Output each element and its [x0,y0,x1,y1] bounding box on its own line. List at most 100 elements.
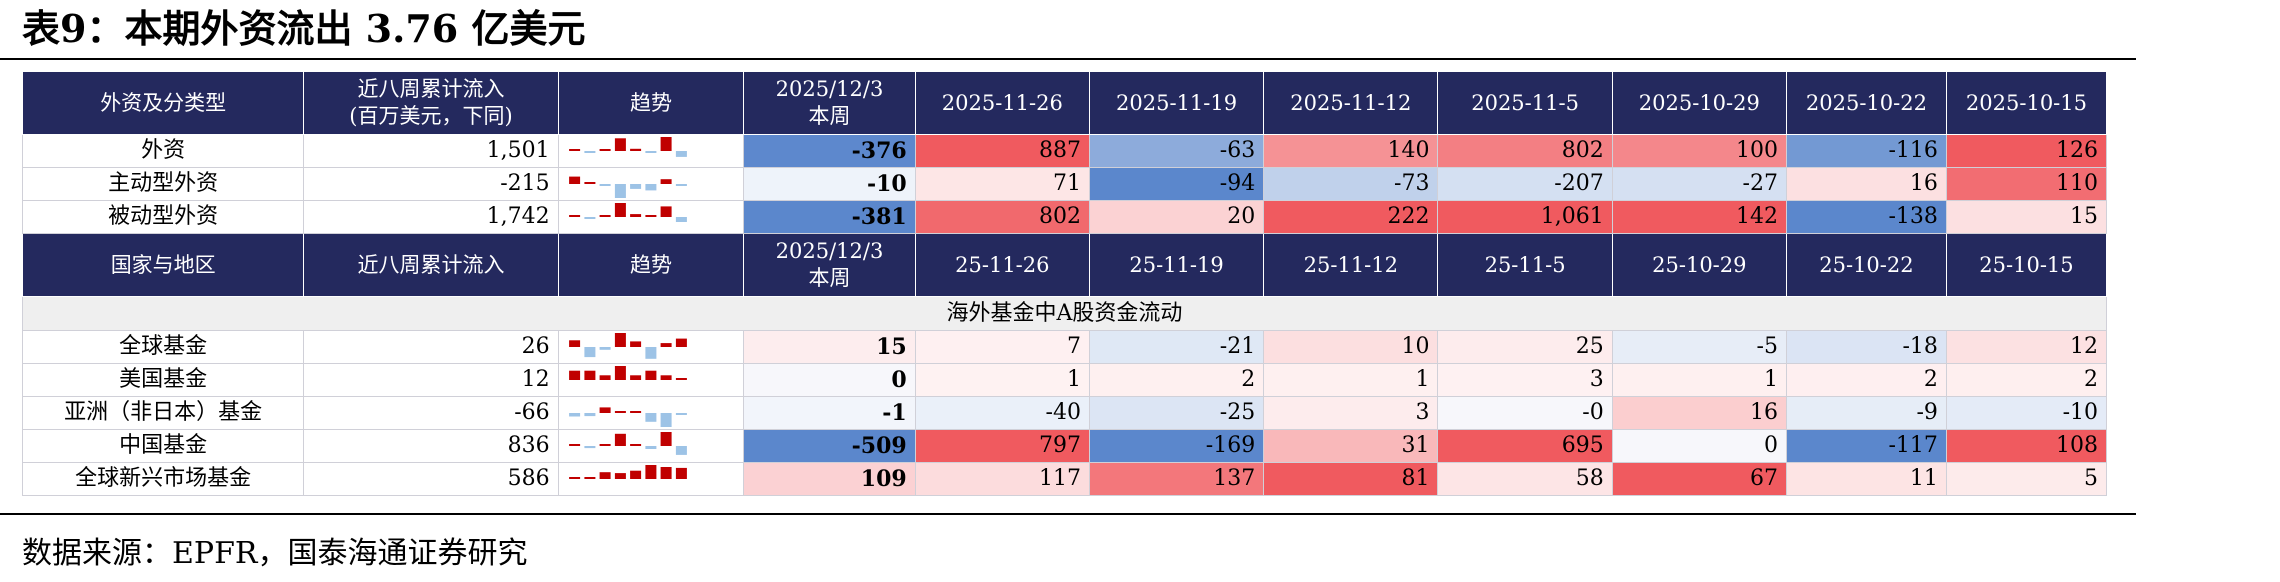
column-header-text: 25-10-15 [1979,252,2074,277]
weekly-value: 110 [1945,167,2108,201]
weekly-value: 2 [1945,363,2108,397]
column-header-text: 趋势 [629,252,672,277]
trend-bar [568,149,580,151]
trend-bar [629,214,641,217]
trend-bar [675,151,687,157]
weekly-value: 7 [914,330,1090,364]
column-header: 2025/12/3 本周 [743,71,916,135]
weekly-value: 695 [1437,429,1613,463]
weekly-value: 887 [914,134,1090,168]
column-header-text: 2025-10-15 [1965,90,2087,115]
weekly-value: 16 [1611,396,1787,430]
fund-flow-table: 外资及分类型 近八周累计流入 (百万美元，下同) 趋势 2025/12/3 本周 2025-… [21,71,2108,496]
trend-bar [629,470,641,479]
weekly-value: 0 [1611,429,1787,463]
column-header: 2025-11-19 [1088,71,1265,135]
weekly-value: 108 [1945,429,2108,463]
weekly-value: 126 [1945,134,2108,168]
weekly-value: 25 [1437,330,1613,364]
trend-bar [675,217,687,222]
trend-bar [629,444,641,446]
weekly-value: -0 [1437,396,1613,430]
column-header-text: 25-11-19 [1129,252,1224,277]
cumulative-inflow: -215 [303,167,559,201]
cumulative-inflow: 1,742 [303,200,559,234]
column-header-text: 近八周累计流入 [357,77,505,101]
trend-bar [660,137,672,151]
trend-bar [614,333,626,347]
weekly-value: 67 [1611,462,1787,496]
trend-bar [599,444,611,446]
trend-sparkline [568,432,687,455]
column-header-text: 2025/12/3 [775,77,884,101]
trend-bar [584,370,596,380]
current-week-value: 15 [743,330,916,364]
weekly-value: -40 [914,396,1090,430]
trend-cell [557,330,745,364]
trend-bar [645,215,657,217]
row-label: 外资 [21,134,305,168]
top-rule [0,58,2136,60]
weekly-value: 12 [1945,330,2108,364]
trend-bar [614,433,626,446]
cumulative-inflow: 1,501 [303,134,559,168]
trend-bar [568,340,580,347]
column-header-text: 2025/12/3 [775,239,884,263]
trend-sparkline [568,137,687,157]
column-header-text: 25-11-12 [1303,252,1398,277]
weekly-value: 802 [914,200,1090,234]
column-header-text: 本周 [808,104,851,128]
weekly-value: -18 [1785,330,1947,364]
weekly-value: -207 [1437,167,1613,201]
column-header-text: 25-11-5 [1484,252,1566,277]
column-header: 25-11-26 [914,233,1090,297]
weekly-value: 1 [914,363,1090,397]
trend-cell [557,429,745,463]
trend-bar [584,151,596,153]
column-header-text: 本周 [808,266,851,290]
weekly-value: 2 [1088,363,1265,397]
weekly-value: 797 [914,429,1090,463]
trend-bar [675,338,687,347]
trend-sparkline [568,203,687,222]
weekly-value: 1,061 [1437,200,1613,234]
table-row: 主动型外资 -215 -10 71 -94 -73 -207 -27 16 110 [21,167,2108,201]
weekly-value: 117 [914,462,1090,496]
trend-bar [675,467,687,479]
current-week-value: -10 [743,167,916,201]
trend-bar [599,347,611,350]
row-label: 主动型外资 [21,167,305,201]
trend-bar [675,413,687,415]
trend-bar [614,411,626,413]
table-row: 全球新兴市场基金 586 109 117 137 81 58 67 11 5 [21,462,2108,496]
weekly-value: 58 [1437,462,1613,496]
column-header-text: 2025-11-5 [1471,90,1579,115]
trend-bar [660,432,672,446]
trend-sparkline [568,333,687,359]
header-row: 国家与地区 近八周累计流入 趋势 2025/12/3 本周 25-11-26 25-11-1… [21,233,2108,297]
cumulative-inflow: 26 [303,330,559,364]
row-label: 全球基金 [21,330,305,364]
column-header: 趋势 [557,71,745,135]
trend-bar [599,149,611,151]
trend-bar [614,473,626,479]
group-label: 海外基金中A股资金流动 [22,296,2107,331]
weekly-value: 802 [1437,134,1613,168]
table-row: 亚洲（非日本）基金 -66 -1 -40 -25 3 -0 16 -9 -10 [21,396,2108,430]
trend-bar [584,217,596,219]
column-header-text: 2025-10-29 [1638,90,1760,115]
trend-bar [614,203,626,217]
weekly-value: -27 [1611,167,1787,201]
trend-cell [557,396,745,430]
column-header-text: 2025-11-12 [1290,90,1412,115]
weekly-value: 3 [1437,363,1613,397]
trend-sparkline [568,366,687,380]
table-row: 美国基金 12 0 1 2 1 3 1 2 2 [21,363,2108,397]
cumulative-inflow: 836 [303,429,559,463]
trend-bar [599,184,611,186]
trend-bar [675,446,687,455]
trend-cell [557,363,745,397]
table-row: 外资 1,501 -376 887 -63 140 802 100 -116 126 [21,134,2108,168]
current-week-value: -376 [743,134,916,168]
column-header: 2025-11-12 [1263,71,1439,135]
